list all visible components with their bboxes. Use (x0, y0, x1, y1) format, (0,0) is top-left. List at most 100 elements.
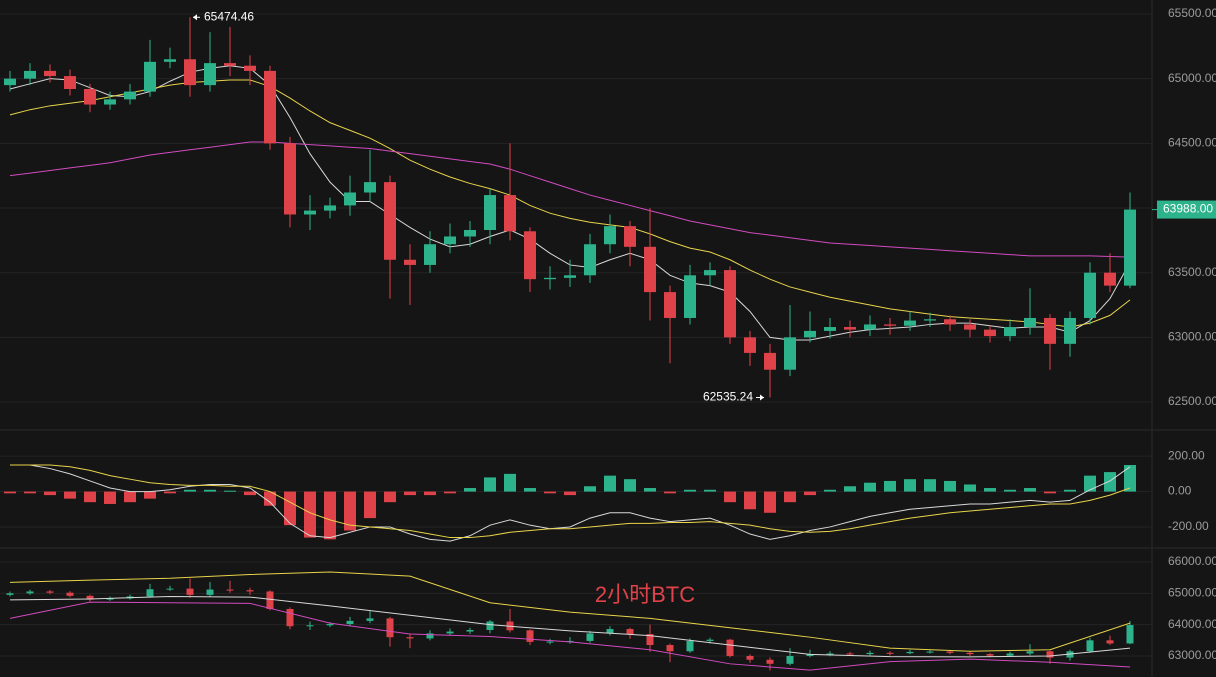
candle-body (1026, 651, 1034, 654)
candle-body (444, 236, 456, 245)
candle-body (766, 659, 774, 664)
histogram-bar (604, 475, 616, 492)
candle-body (124, 91, 136, 100)
candle-body (84, 89, 96, 105)
candle-body (204, 63, 216, 86)
annotation-arrow-head (193, 14, 197, 21)
histogram-bar (584, 486, 596, 492)
candle-body (606, 629, 614, 634)
histogram-bar (464, 488, 476, 492)
candle-body (1064, 317, 1076, 344)
candle-body (966, 652, 974, 655)
candle-body (726, 639, 734, 656)
histogram-bar (624, 479, 636, 492)
histogram-bar (924, 479, 936, 492)
indicator-line (9, 79, 1131, 328)
histogram-bar (784, 491, 796, 503)
histogram-bar (104, 491, 116, 504)
candle-body (526, 630, 534, 642)
histogram-bar (1024, 488, 1036, 492)
histogram-bar (184, 489, 196, 492)
candle-body (764, 352, 776, 370)
low-annotation: 62535.24 (703, 390, 753, 404)
histogram-bar (964, 484, 976, 492)
histogram-bar (824, 489, 836, 492)
histogram-bar (284, 491, 296, 526)
candle-body (546, 641, 554, 643)
last-price-tag (1157, 200, 1216, 219)
candle-body (326, 624, 334, 626)
candle-body (324, 205, 336, 211)
candle-body (1106, 640, 1114, 644)
y-tick-label: 66000.00 (1168, 554, 1216, 568)
histogram-bar (404, 491, 416, 496)
candle-body (4, 78, 16, 86)
histogram-bar (484, 477, 496, 492)
candle-body (704, 270, 716, 276)
candle-body (386, 618, 394, 638)
histogram-bar (904, 479, 916, 492)
histogram-bar (24, 491, 36, 494)
candle-body (224, 63, 236, 66)
histogram-bar (724, 491, 736, 503)
candle-body (644, 246, 656, 293)
y-tick-label: 64500.00 (1168, 136, 1216, 150)
candle-body (144, 61, 156, 92)
candle-body (384, 182, 396, 260)
candle-body (746, 655, 754, 660)
candle-body (446, 631, 454, 634)
candle-body (1046, 651, 1054, 658)
y-tick-label: 65000.00 (1168, 586, 1216, 600)
histogram-bar (704, 489, 716, 492)
candle-body (1044, 317, 1056, 344)
candle-body (366, 618, 374, 621)
candle-body (146, 589, 154, 597)
candle-body (304, 210, 316, 215)
candle-body (1126, 625, 1134, 644)
candle-body (244, 65, 256, 71)
histogram-bar (224, 490, 236, 492)
y-tick-label: 64000.00 (1168, 617, 1216, 631)
histogram-bar (164, 491, 176, 494)
last-price-label: 63988.00 (1163, 202, 1213, 216)
candle-body (846, 653, 854, 655)
candle-body (686, 640, 694, 652)
candle-body (426, 633, 434, 639)
candle-body (306, 625, 314, 627)
candle-body (166, 588, 174, 590)
candle-body (926, 651, 934, 653)
indicator-line (10, 464, 1131, 539)
watermark: 2小时BTC (595, 582, 695, 607)
candle-body (1024, 317, 1036, 328)
histogram-bar (364, 491, 376, 519)
histogram-bar (1004, 489, 1016, 492)
candle-body (286, 608, 294, 627)
candle-body (346, 620, 354, 625)
histogram-bar (64, 491, 76, 499)
candle-body (604, 226, 616, 245)
candle-body (886, 652, 894, 654)
candle-body (944, 319, 956, 325)
candle-body (1006, 653, 1014, 656)
candle-body (26, 591, 34, 594)
y-tick-label: 62500.00 (1168, 394, 1216, 408)
histogram-bar (764, 491, 776, 513)
histogram-bar (384, 491, 396, 503)
candle-body (906, 651, 914, 654)
candle-body (826, 653, 834, 655)
histogram-bar (244, 491, 256, 496)
candle-body (1104, 272, 1116, 286)
candle-body (164, 59, 176, 62)
candle-body (464, 230, 476, 237)
candle-body (784, 337, 796, 370)
histogram-bar (664, 491, 676, 494)
candle-body (946, 651, 954, 653)
candle-body (364, 182, 376, 193)
candle-body (86, 595, 94, 600)
candle-body (564, 275, 576, 278)
candle-body (684, 275, 696, 318)
candle-body (744, 337, 756, 353)
y-tick-label: 63000.00 (1168, 648, 1216, 662)
candle-body (466, 629, 474, 632)
